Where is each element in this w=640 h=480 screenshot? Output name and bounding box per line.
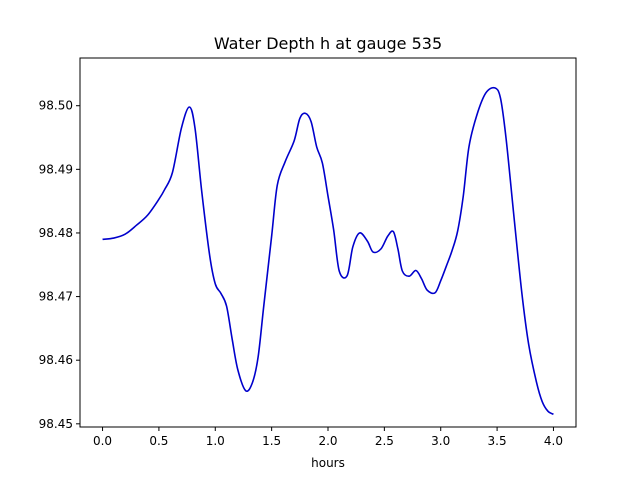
x-axis-label: hours: [311, 456, 345, 470]
series-layer: [102, 86, 554, 416]
chart-title: Water Depth h at gauge 535: [214, 34, 442, 53]
x-axis: 0.0 0.5 1.0 1.5 2.0 2.5 3.0 3.5 4.0: [93, 427, 563, 448]
x-tick-label: 0.0: [93, 434, 112, 448]
y-tick-label: 98.46: [39, 353, 73, 367]
x-tick-label: 4.0: [544, 434, 563, 448]
x-tick-label: 2.0: [318, 434, 337, 448]
y-axis: 98.45 98.46 98.47 98.48 98.49 98.50: [39, 99, 80, 431]
plot-frame: [79, 57, 577, 428]
series-line-0: [102, 86, 554, 416]
y-tick-label: 98.49: [39, 162, 73, 176]
y-tick-label: 98.50: [39, 99, 73, 113]
x-tick-label: 1.5: [262, 434, 281, 448]
x-tick-label: 2.5: [375, 434, 394, 448]
y-tick-label: 98.45: [39, 417, 73, 431]
x-tick-label: 0.5: [149, 434, 168, 448]
y-tick-label: 98.48: [39, 226, 73, 240]
y-tick-label: 98.47: [39, 290, 73, 304]
x-tick-label: 1.0: [206, 434, 225, 448]
x-tick-label: 3.0: [431, 434, 450, 448]
x-tick-label: 3.5: [488, 434, 507, 448]
